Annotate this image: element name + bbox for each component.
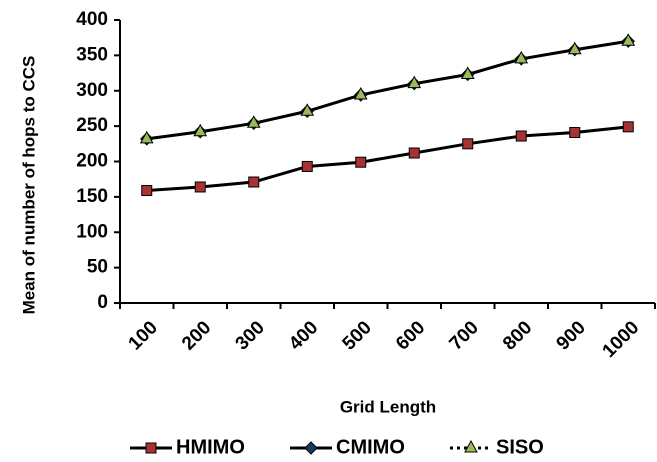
x-axis-label: Grid Length — [340, 397, 436, 416]
legend: HMIMO CMIMO SISO — [130, 436, 544, 458]
data-point-siso — [514, 50, 529, 64]
data-point-hmimo — [355, 156, 367, 168]
data-point-siso — [460, 66, 475, 79]
data-point-hmimo — [622, 121, 634, 133]
series-line-siso — [146, 40, 629, 140]
data-point-siso — [246, 115, 261, 128]
data-point-hmimo — [194, 181, 206, 193]
x-tick-label: 800 — [499, 317, 536, 354]
x-tick-label: 400 — [285, 317, 322, 354]
x-tick-label: 700 — [446, 317, 483, 354]
y-tick-label: 250 — [76, 115, 108, 136]
data-point-hmimo — [515, 130, 527, 142]
data-point-hmimo — [141, 185, 153, 197]
data-point-siso — [193, 123, 208, 137]
legend-label: HMIMO — [176, 436, 245, 458]
x-tick-label: 900 — [553, 317, 590, 354]
x-tick-label: 500 — [339, 317, 376, 354]
legend-swatch-marker — [464, 439, 478, 453]
x-tick-label: 300 — [232, 317, 269, 354]
series-siso — [139, 33, 636, 144]
y-tick-label: 50 — [87, 257, 108, 278]
y-tick-label: 400 — [76, 9, 108, 30]
x-tick-labels: 100 200 300 400 500 600 700 800 900 1000 — [125, 317, 644, 362]
data-point-siso — [300, 103, 315, 116]
x-tick-label: 100 — [125, 317, 162, 354]
y-tick-label: 200 — [76, 151, 108, 172]
data-point-siso — [621, 33, 636, 46]
y-tick-label: 100 — [76, 221, 108, 242]
y-tick-label: 0 — [97, 292, 108, 313]
legend-item-cmimo: CMIMO — [290, 436, 405, 458]
data-point-hmimo — [248, 176, 260, 188]
y-tick-label: 150 — [76, 186, 108, 207]
legend-item-hmimo: HMIMO — [130, 436, 245, 458]
axes — [114, 19, 656, 309]
data-point-hmimo — [301, 160, 313, 172]
y-tick-label: 300 — [76, 80, 108, 101]
y-tick-label: 350 — [76, 44, 108, 65]
series-line-hmimo — [146, 125, 629, 193]
y-axis-label: Mean of number of hops to CCS — [19, 56, 38, 315]
legend-label: SISO — [496, 436, 544, 458]
data-point-hmimo — [569, 126, 581, 138]
x-tick-label: 1000 — [599, 317, 644, 362]
legend-label: CMIMO — [336, 436, 405, 458]
y-tick-labels: 0 50 100 150 200 250 300 350 400 — [76, 9, 108, 313]
data-point-siso — [407, 75, 422, 89]
data-point-hmimo — [408, 147, 420, 159]
x-tick-label: 600 — [392, 317, 429, 354]
legend-swatch-marker — [145, 442, 157, 454]
x-tick-label: 200 — [178, 317, 215, 354]
data-point-siso — [139, 130, 154, 144]
data-point-hmimo — [462, 138, 474, 150]
series-hmimo — [141, 121, 634, 197]
series-lines — [139, 33, 636, 197]
legend-swatch-marker — [304, 441, 318, 455]
data-point-siso — [567, 41, 582, 55]
legend-item-siso: SISO — [450, 436, 544, 458]
data-point-siso — [353, 86, 368, 100]
